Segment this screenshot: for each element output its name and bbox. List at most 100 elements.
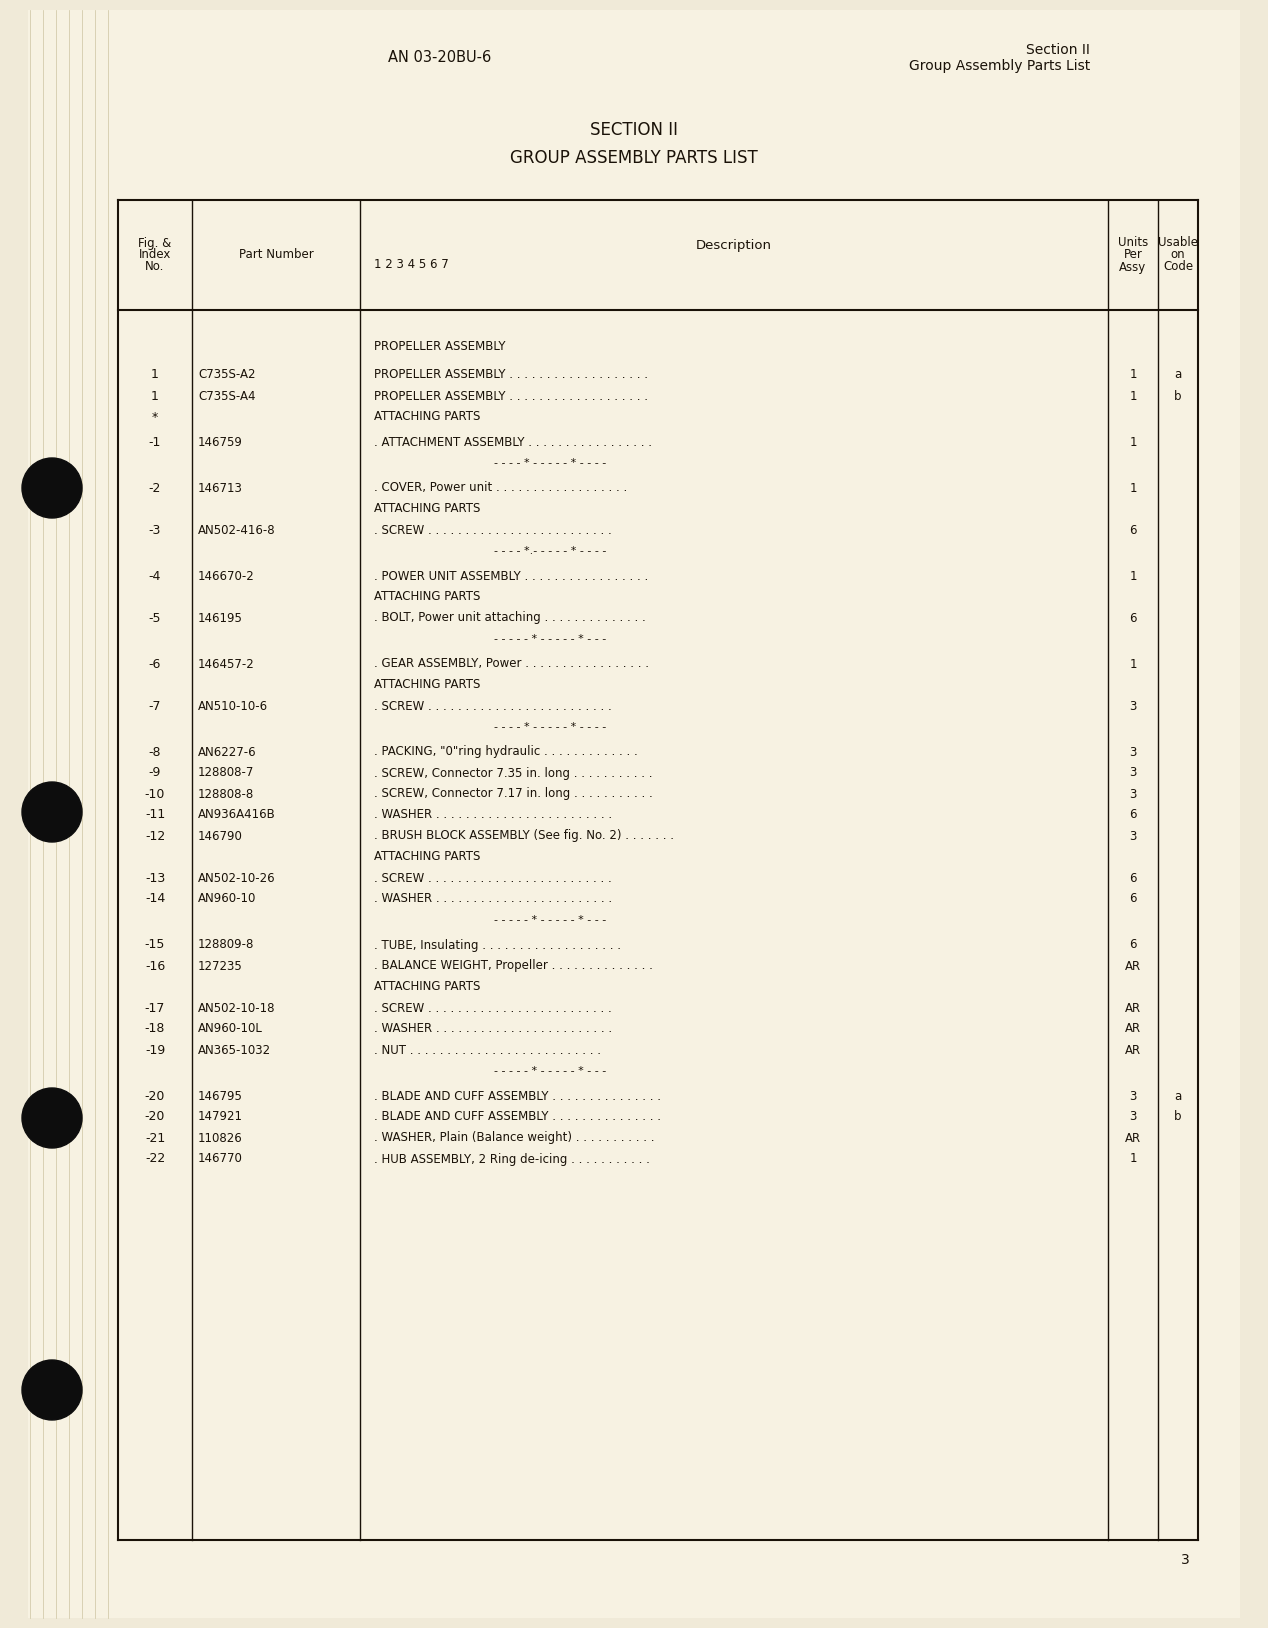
Text: on: on — [1170, 249, 1186, 262]
Text: AN960-10: AN960-10 — [198, 892, 256, 905]
Text: -4: -4 — [148, 570, 161, 583]
Text: Section II: Section II — [1026, 42, 1090, 57]
Text: 3: 3 — [1130, 1110, 1136, 1123]
Text: . BALANCE WEIGHT, Propeller . . . . . . . . . . . . . .: . BALANCE WEIGHT, Propeller . . . . . . … — [374, 959, 653, 972]
Text: - - - - - * - - - - - * - - -: - - - - - * - - - - - * - - - — [495, 633, 606, 645]
Text: -20: -20 — [145, 1110, 165, 1123]
Text: -5: -5 — [148, 612, 161, 625]
Text: -2: -2 — [148, 482, 161, 495]
Text: . BRUSH BLOCK ASSEMBLY (See fig. No. 2) . . . . . . .: . BRUSH BLOCK ASSEMBLY (See fig. No. 2) … — [374, 830, 675, 843]
Text: -19: -19 — [145, 1044, 165, 1057]
Text: ATTACHING PARTS: ATTACHING PARTS — [374, 410, 481, 423]
Text: . COVER, Power unit . . . . . . . . . . . . . . . . . .: . COVER, Power unit . . . . . . . . . . … — [374, 482, 628, 495]
Circle shape — [22, 1359, 82, 1420]
Text: 3: 3 — [1130, 1089, 1136, 1102]
Text: AN6227-6: AN6227-6 — [198, 746, 256, 759]
Text: Description: Description — [696, 238, 772, 251]
Text: 6: 6 — [1130, 892, 1136, 905]
Text: -8: -8 — [148, 746, 161, 759]
Text: 3: 3 — [1130, 746, 1136, 759]
Text: . PACKING, "0"ring hydraulic . . . . . . . . . . . . .: . PACKING, "0"ring hydraulic . . . . . .… — [374, 746, 638, 759]
FancyBboxPatch shape — [28, 10, 1240, 1618]
Text: 146770: 146770 — [198, 1153, 243, 1166]
Text: . WASHER . . . . . . . . . . . . . . . . . . . . . . . .: . WASHER . . . . . . . . . . . . . . . .… — [374, 892, 612, 905]
Text: -6: -6 — [148, 658, 161, 671]
Text: No.: No. — [146, 260, 165, 274]
Text: 146795: 146795 — [198, 1089, 243, 1102]
Text: AN502-10-26: AN502-10-26 — [198, 871, 275, 884]
Text: -14: -14 — [145, 892, 165, 905]
Text: Per: Per — [1123, 249, 1142, 262]
Text: - - - - - * - - - - - * - - -: - - - - - * - - - - - * - - - — [495, 915, 606, 925]
Text: Index: Index — [138, 249, 171, 262]
Text: 127235: 127235 — [198, 959, 242, 972]
Text: AN502-416-8: AN502-416-8 — [198, 524, 275, 537]
Text: C735S-A2: C735S-A2 — [198, 368, 255, 381]
Text: -20: -20 — [145, 1089, 165, 1102]
Text: . SCREW . . . . . . . . . . . . . . . . . . . . . . . . .: . SCREW . . . . . . . . . . . . . . . . … — [374, 700, 611, 713]
Text: 146195: 146195 — [198, 612, 243, 625]
Text: ATTACHING PARTS: ATTACHING PARTS — [374, 591, 481, 604]
Text: -1: -1 — [148, 436, 161, 448]
Text: -22: -22 — [145, 1153, 165, 1166]
Text: AN510-10-6: AN510-10-6 — [198, 700, 268, 713]
Text: a: a — [1174, 1089, 1182, 1102]
Text: 3: 3 — [1130, 767, 1136, 780]
Text: . SCREW . . . . . . . . . . . . . . . . . . . . . . . . .: . SCREW . . . . . . . . . . . . . . . . … — [374, 871, 611, 884]
Text: PROPELLER ASSEMBLY . . . . . . . . . . . . . . . . . . .: PROPELLER ASSEMBLY . . . . . . . . . . .… — [374, 389, 648, 402]
Text: ATTACHING PARTS: ATTACHING PARTS — [374, 679, 481, 692]
Text: . NUT . . . . . . . . . . . . . . . . . . . . . . . . . .: . NUT . . . . . . . . . . . . . . . . . … — [374, 1044, 601, 1057]
Text: b: b — [1174, 389, 1182, 402]
Text: AR: AR — [1125, 1131, 1141, 1144]
Text: - - - - * - - - - - * - - - -: - - - - * - - - - - * - - - - — [495, 721, 606, 733]
Text: . BOLT, Power unit attaching . . . . . . . . . . . . . .: . BOLT, Power unit attaching . . . . . .… — [374, 612, 645, 625]
Text: 146759: 146759 — [198, 436, 243, 448]
Text: 1: 1 — [1130, 1153, 1136, 1166]
Text: -21: -21 — [145, 1131, 165, 1144]
Text: Usable: Usable — [1158, 236, 1198, 249]
Text: 128808-8: 128808-8 — [198, 788, 255, 801]
Text: Units: Units — [1118, 236, 1148, 249]
Text: - - - - * - - - - - * - - - -: - - - - * - - - - - * - - - - — [495, 457, 606, 467]
Text: 1: 1 — [1130, 658, 1136, 671]
Text: AR: AR — [1125, 959, 1141, 972]
Text: 146457-2: 146457-2 — [198, 658, 255, 671]
Text: 1: 1 — [151, 368, 158, 381]
Text: . BLADE AND CUFF ASSEMBLY . . . . . . . . . . . . . . .: . BLADE AND CUFF ASSEMBLY . . . . . . . … — [374, 1110, 661, 1123]
Text: PROPELLER ASSEMBLY . . . . . . . . . . . . . . . . . . .: PROPELLER ASSEMBLY . . . . . . . . . . .… — [374, 368, 648, 381]
Text: AR: AR — [1125, 1001, 1141, 1014]
Text: -9: -9 — [148, 767, 161, 780]
Text: 1: 1 — [1130, 436, 1136, 448]
Text: 6: 6 — [1130, 809, 1136, 822]
Text: . SCREW . . . . . . . . . . . . . . . . . . . . . . . . .: . SCREW . . . . . . . . . . . . . . . . … — [374, 524, 611, 537]
Text: -11: -11 — [145, 809, 165, 822]
Text: AN502-10-18: AN502-10-18 — [198, 1001, 275, 1014]
Text: Part Number: Part Number — [238, 249, 313, 262]
Text: 1: 1 — [1130, 570, 1136, 583]
Text: . POWER UNIT ASSEMBLY . . . . . . . . . . . . . . . . .: . POWER UNIT ASSEMBLY . . . . . . . . . … — [374, 570, 648, 583]
Text: ATTACHING PARTS: ATTACHING PARTS — [374, 850, 481, 863]
Text: -16: -16 — [145, 959, 165, 972]
Text: -12: -12 — [145, 830, 165, 843]
Text: AN960-10L: AN960-10L — [198, 1022, 262, 1035]
Text: . HUB ASSEMBLY, 2 Ring de-icing . . . . . . . . . . .: . HUB ASSEMBLY, 2 Ring de-icing . . . . … — [374, 1153, 650, 1166]
Text: AN936A416B: AN936A416B — [198, 809, 275, 822]
Text: 146713: 146713 — [198, 482, 243, 495]
Circle shape — [22, 781, 82, 842]
Text: . TUBE, Insulating . . . . . . . . . . . . . . . . . . .: . TUBE, Insulating . . . . . . . . . . .… — [374, 938, 621, 951]
Text: 6: 6 — [1130, 938, 1136, 951]
Text: ATTACHING PARTS: ATTACHING PARTS — [374, 503, 481, 516]
Text: -15: -15 — [145, 938, 165, 951]
Text: 128808-7: 128808-7 — [198, 767, 255, 780]
Text: AR: AR — [1125, 1044, 1141, 1057]
Text: . SCREW . . . . . . . . . . . . . . . . . . . . . . . . .: . SCREW . . . . . . . . . . . . . . . . … — [374, 1001, 611, 1014]
Text: - - - - - * - - - - - * - - -: - - - - - * - - - - - * - - - — [495, 1066, 606, 1076]
Text: 110826: 110826 — [198, 1131, 242, 1144]
Text: C735S-A4: C735S-A4 — [198, 389, 255, 402]
Text: a: a — [1174, 368, 1182, 381]
Text: 1: 1 — [1130, 389, 1136, 402]
Text: 6: 6 — [1130, 612, 1136, 625]
Text: . ATTACHMENT ASSEMBLY . . . . . . . . . . . . . . . . .: . ATTACHMENT ASSEMBLY . . . . . . . . . … — [374, 436, 652, 448]
Text: ATTACHING PARTS: ATTACHING PARTS — [374, 980, 481, 993]
Text: 3: 3 — [1130, 788, 1136, 801]
